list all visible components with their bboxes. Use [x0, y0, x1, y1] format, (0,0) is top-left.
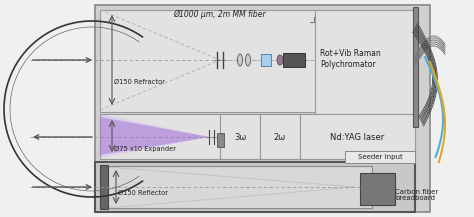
Ellipse shape: [237, 54, 243, 66]
Bar: [360, 173, 395, 205]
Bar: [100, 10, 315, 112]
Bar: [345, 151, 415, 163]
Text: 2ω: 2ω: [274, 133, 286, 141]
Ellipse shape: [277, 55, 283, 65]
Text: 3ω: 3ω: [234, 133, 246, 141]
Polygon shape: [100, 117, 210, 155]
Text: Rot+Vib Raman
Polychromator: Rot+Vib Raman Polychromator: [320, 49, 381, 69]
Bar: [300, 114, 415, 159]
Ellipse shape: [246, 54, 250, 66]
Bar: [100, 165, 108, 209]
Bar: [413, 7, 418, 127]
Text: Nd:YAG laser: Nd:YAG laser: [330, 133, 384, 141]
Text: Ø75 x10 Expander: Ø75 x10 Expander: [114, 146, 176, 152]
Polygon shape: [100, 114, 210, 158]
Bar: [220, 114, 260, 159]
Bar: [315, 10, 415, 127]
Text: Ø1000 μm, 2m MM fiber: Ø1000 μm, 2m MM fiber: [173, 10, 266, 19]
Bar: [217, 133, 224, 147]
Bar: [260, 114, 300, 159]
Bar: [261, 54, 271, 66]
Bar: [102, 166, 372, 208]
Bar: [95, 162, 415, 212]
Text: Ø150 Reflector: Ø150 Reflector: [118, 190, 168, 196]
Bar: [100, 114, 415, 159]
Bar: [95, 5, 430, 212]
Text: Carbon fiber
breadboard: Carbon fiber breadboard: [395, 189, 438, 202]
Bar: [283, 53, 305, 67]
Text: Ø150 Refractor: Ø150 Refractor: [114, 79, 165, 85]
Text: Seeder input: Seeder input: [357, 154, 402, 160]
